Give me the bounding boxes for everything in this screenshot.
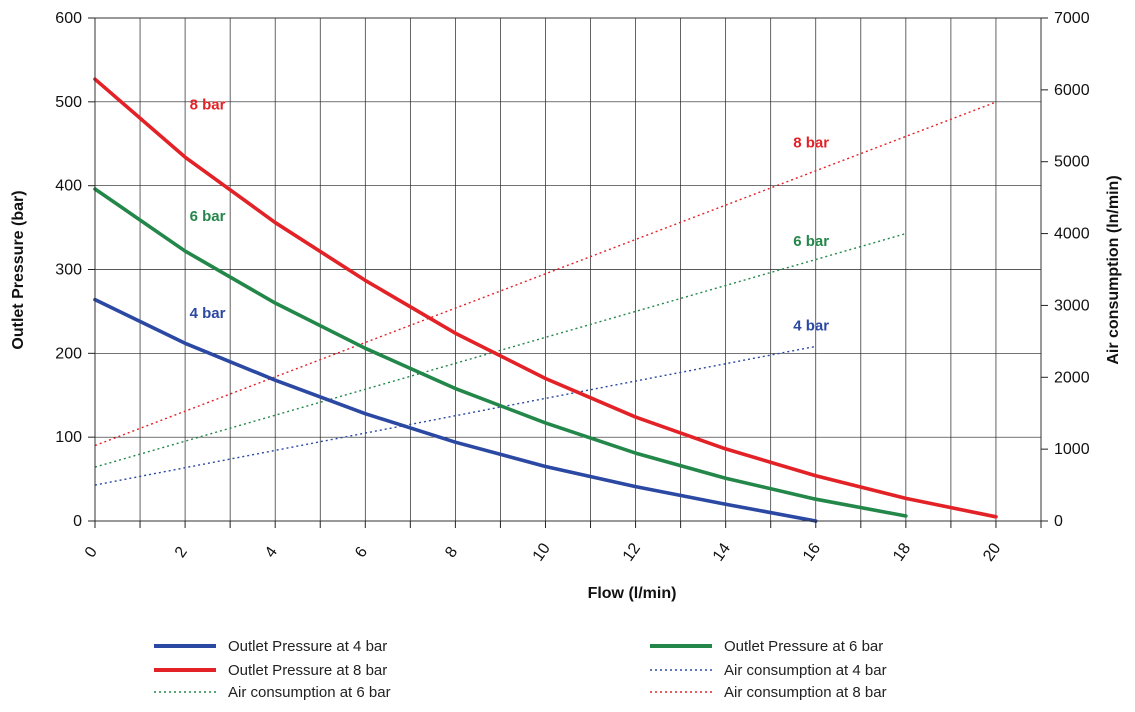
- series-line: [94, 232, 907, 468]
- legend: Outlet Pressure at 4 bar Outlet Pressure …: [154, 638, 887, 701]
- x-tick-label: 16: [800, 540, 824, 564]
- legend-label: Air consumption at 4 bar: [724, 662, 887, 679]
- x-tick-label: 4: [262, 544, 281, 561]
- y2-tick-label: 1000: [1054, 441, 1090, 458]
- series-line: [94, 101, 997, 447]
- series-annotation: 8 bar: [190, 96, 226, 113]
- x-tick-label: 0: [82, 544, 101, 561]
- x-tick-label: 12: [620, 540, 644, 564]
- y-tick-label: 600: [55, 10, 82, 27]
- x-tick-label: 6: [352, 544, 371, 561]
- axes-layer: 0100200300400500600010002000300040005000…: [55, 10, 1089, 565]
- legend-label: Outlet Pressure at 4 bar: [228, 638, 387, 655]
- grid: [94, 17, 1042, 522]
- y2-tick-label: 6000: [1054, 82, 1090, 99]
- series-line: [93, 297, 818, 523]
- y2-tick-label: 2000: [1054, 369, 1090, 386]
- y2-axis-title: Air consumption (ln/min): [1105, 175, 1122, 364]
- series-layer: [93, 77, 998, 523]
- x-tick-label: 14: [710, 540, 734, 564]
- y2-tick-label: 7000: [1054, 10, 1090, 27]
- legend-label: Outlet Pressure at 8 bar: [228, 662, 387, 679]
- series-annotation: 4 bar: [793, 318, 829, 335]
- x-tick-label: 2: [172, 544, 191, 561]
- x-axis-title: Flow (l/min): [588, 585, 677, 602]
- y2-tick-label: 0: [1054, 513, 1063, 530]
- x-tick-label: 10: [530, 540, 554, 564]
- x-tick-label: 8: [442, 544, 461, 561]
- series-annotation: 4 bar: [190, 305, 226, 322]
- x-tick-label: 20: [980, 540, 1004, 564]
- series-line: [93, 77, 998, 519]
- labels-layer: 8 bar 6 bar 4 bar 8 bar 6 bar 4 bar: [190, 96, 830, 334]
- series-annotation: 6 bar: [190, 208, 226, 225]
- legend-label: Air consumption at 6 bar: [228, 684, 391, 701]
- series-line: [93, 187, 908, 518]
- y-tick-label: 100: [55, 429, 82, 446]
- y-tick-label: 400: [55, 178, 82, 195]
- series-line: [94, 345, 816, 486]
- x-tick-label: 18: [890, 540, 914, 564]
- y-tick-label: 200: [55, 345, 82, 362]
- series-annotation: 6 bar: [793, 233, 829, 250]
- y-tick-label: 500: [55, 94, 82, 111]
- legend-label: Outlet Pressure at 6 bar: [724, 638, 883, 655]
- y2-tick-label: 5000: [1054, 154, 1090, 171]
- legend-label: Air consumption at 8 bar: [724, 684, 887, 701]
- series-annotation: 8 bar: [793, 134, 829, 151]
- y2-tick-label: 4000: [1054, 226, 1090, 243]
- y2-tick-label: 3000: [1054, 297, 1090, 314]
- y-tick-label: 300: [55, 262, 82, 279]
- y-tick-label: 0: [73, 513, 82, 530]
- y-axis-title: Outlet Pressure (bar): [10, 190, 27, 349]
